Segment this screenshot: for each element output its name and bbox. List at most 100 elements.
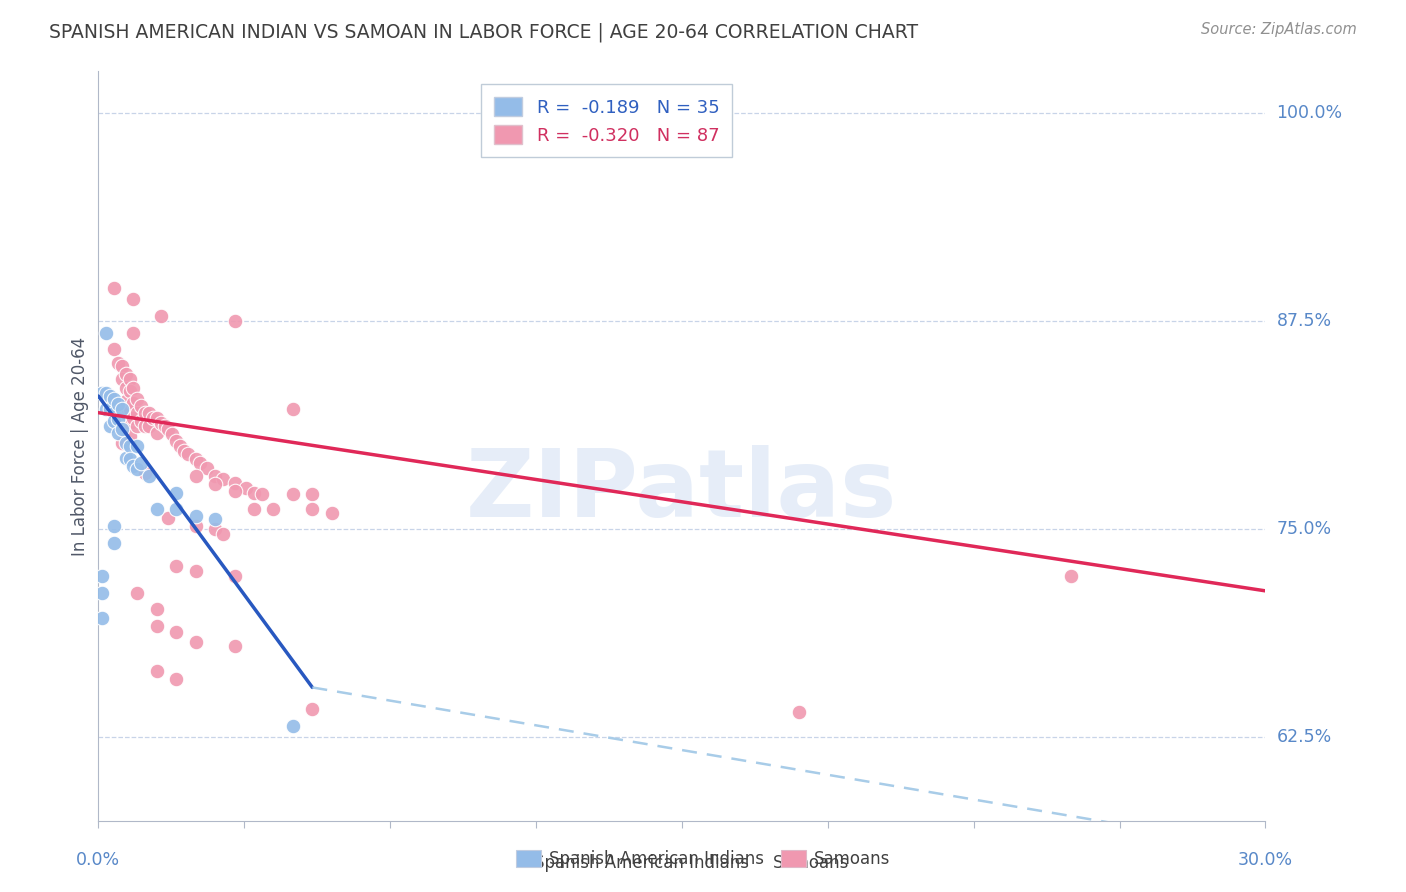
Point <box>184 519 207 533</box>
Point <box>281 487 304 501</box>
Point <box>262 502 284 516</box>
Point <box>142 410 165 425</box>
Point <box>111 422 134 436</box>
Point <box>250 487 273 501</box>
Point <box>204 469 226 483</box>
Point <box>301 702 323 716</box>
Legend: R =  -0.189   N = 35, R =  -0.320   N = 87: R = -0.189 N = 35, R = -0.320 N = 87 <box>481 84 733 157</box>
Point <box>149 309 172 323</box>
Point <box>114 368 136 382</box>
Point <box>224 314 246 328</box>
Point <box>134 406 156 420</box>
Point <box>165 625 187 640</box>
Point <box>134 466 156 480</box>
Point <box>96 402 118 417</box>
Point <box>107 397 129 411</box>
Point <box>165 672 187 686</box>
Point <box>103 281 125 295</box>
Point <box>212 472 235 486</box>
Point <box>118 384 141 398</box>
Text: Source: ZipAtlas.com: Source: ZipAtlas.com <box>1201 22 1357 37</box>
Point <box>204 522 226 536</box>
Point <box>107 412 129 426</box>
Point <box>114 406 136 420</box>
Point <box>321 506 343 520</box>
Point <box>243 502 266 516</box>
Point <box>91 385 114 400</box>
Y-axis label: In Labor Force | Age 20-64: In Labor Force | Age 20-64 <box>70 336 89 556</box>
Point <box>1060 569 1083 583</box>
Point <box>153 419 176 434</box>
Point <box>173 444 195 458</box>
Point <box>138 469 160 483</box>
Text: 87.5%: 87.5% <box>1277 312 1331 330</box>
Point <box>118 402 141 417</box>
Point <box>235 481 257 495</box>
Point <box>103 519 125 533</box>
Point <box>195 460 218 475</box>
Point <box>127 585 149 599</box>
Point <box>146 602 169 616</box>
Legend: Spanish American Indians, Samoans: Spanish American Indians, Samoans <box>509 843 897 875</box>
Point <box>224 569 246 583</box>
Point <box>103 406 125 420</box>
Point <box>118 439 141 453</box>
Point <box>122 458 145 473</box>
Point <box>157 510 180 524</box>
Text: Spanish American Indians: Spanish American Indians <box>534 855 749 872</box>
Point <box>184 635 207 649</box>
Point <box>165 485 187 500</box>
Point <box>103 343 125 357</box>
Point <box>129 456 152 470</box>
Point <box>96 385 118 400</box>
Text: Samoans: Samoans <box>773 855 849 872</box>
Point <box>165 558 187 573</box>
Point <box>177 447 200 461</box>
Point <box>184 452 207 467</box>
Point <box>114 435 136 450</box>
Point <box>114 381 136 395</box>
Point <box>107 425 129 440</box>
Point <box>127 419 149 434</box>
Text: 75.0%: 75.0% <box>1277 520 1331 538</box>
Point <box>146 664 169 678</box>
Point <box>103 392 125 407</box>
Point <box>98 389 121 403</box>
Point <box>224 483 246 498</box>
Point <box>107 356 129 370</box>
Point <box>146 502 169 516</box>
Point <box>111 372 134 386</box>
Point <box>127 392 149 407</box>
Point <box>301 487 323 501</box>
Point <box>122 381 145 395</box>
Point <box>118 429 141 443</box>
Point <box>122 395 145 409</box>
Point <box>98 402 121 417</box>
Point <box>184 508 207 523</box>
Point <box>129 399 152 413</box>
Point <box>165 502 187 516</box>
Point <box>787 706 810 720</box>
Point <box>184 469 207 483</box>
Point <box>127 439 149 453</box>
Point <box>224 475 246 490</box>
Point <box>188 456 211 470</box>
Point <box>204 512 226 526</box>
Point <box>204 477 226 491</box>
Text: ZIPatlas: ZIPatlas <box>467 445 897 537</box>
Text: 30.0%: 30.0% <box>1237 851 1294 869</box>
Text: SPANISH AMERICAN INDIAN VS SAMOAN IN LABOR FORCE | AGE 20-64 CORRELATION CHART: SPANISH AMERICAN INDIAN VS SAMOAN IN LAB… <box>49 22 918 42</box>
Point <box>165 434 187 448</box>
Point <box>281 402 304 417</box>
Point <box>91 610 114 624</box>
Point <box>122 326 145 340</box>
Point <box>96 326 118 340</box>
Point <box>103 414 125 428</box>
Point <box>98 419 121 434</box>
Point <box>91 585 114 599</box>
Point <box>134 419 156 434</box>
Point <box>169 439 191 453</box>
Point <box>122 293 145 307</box>
Point <box>103 535 125 549</box>
Point <box>301 502 323 516</box>
